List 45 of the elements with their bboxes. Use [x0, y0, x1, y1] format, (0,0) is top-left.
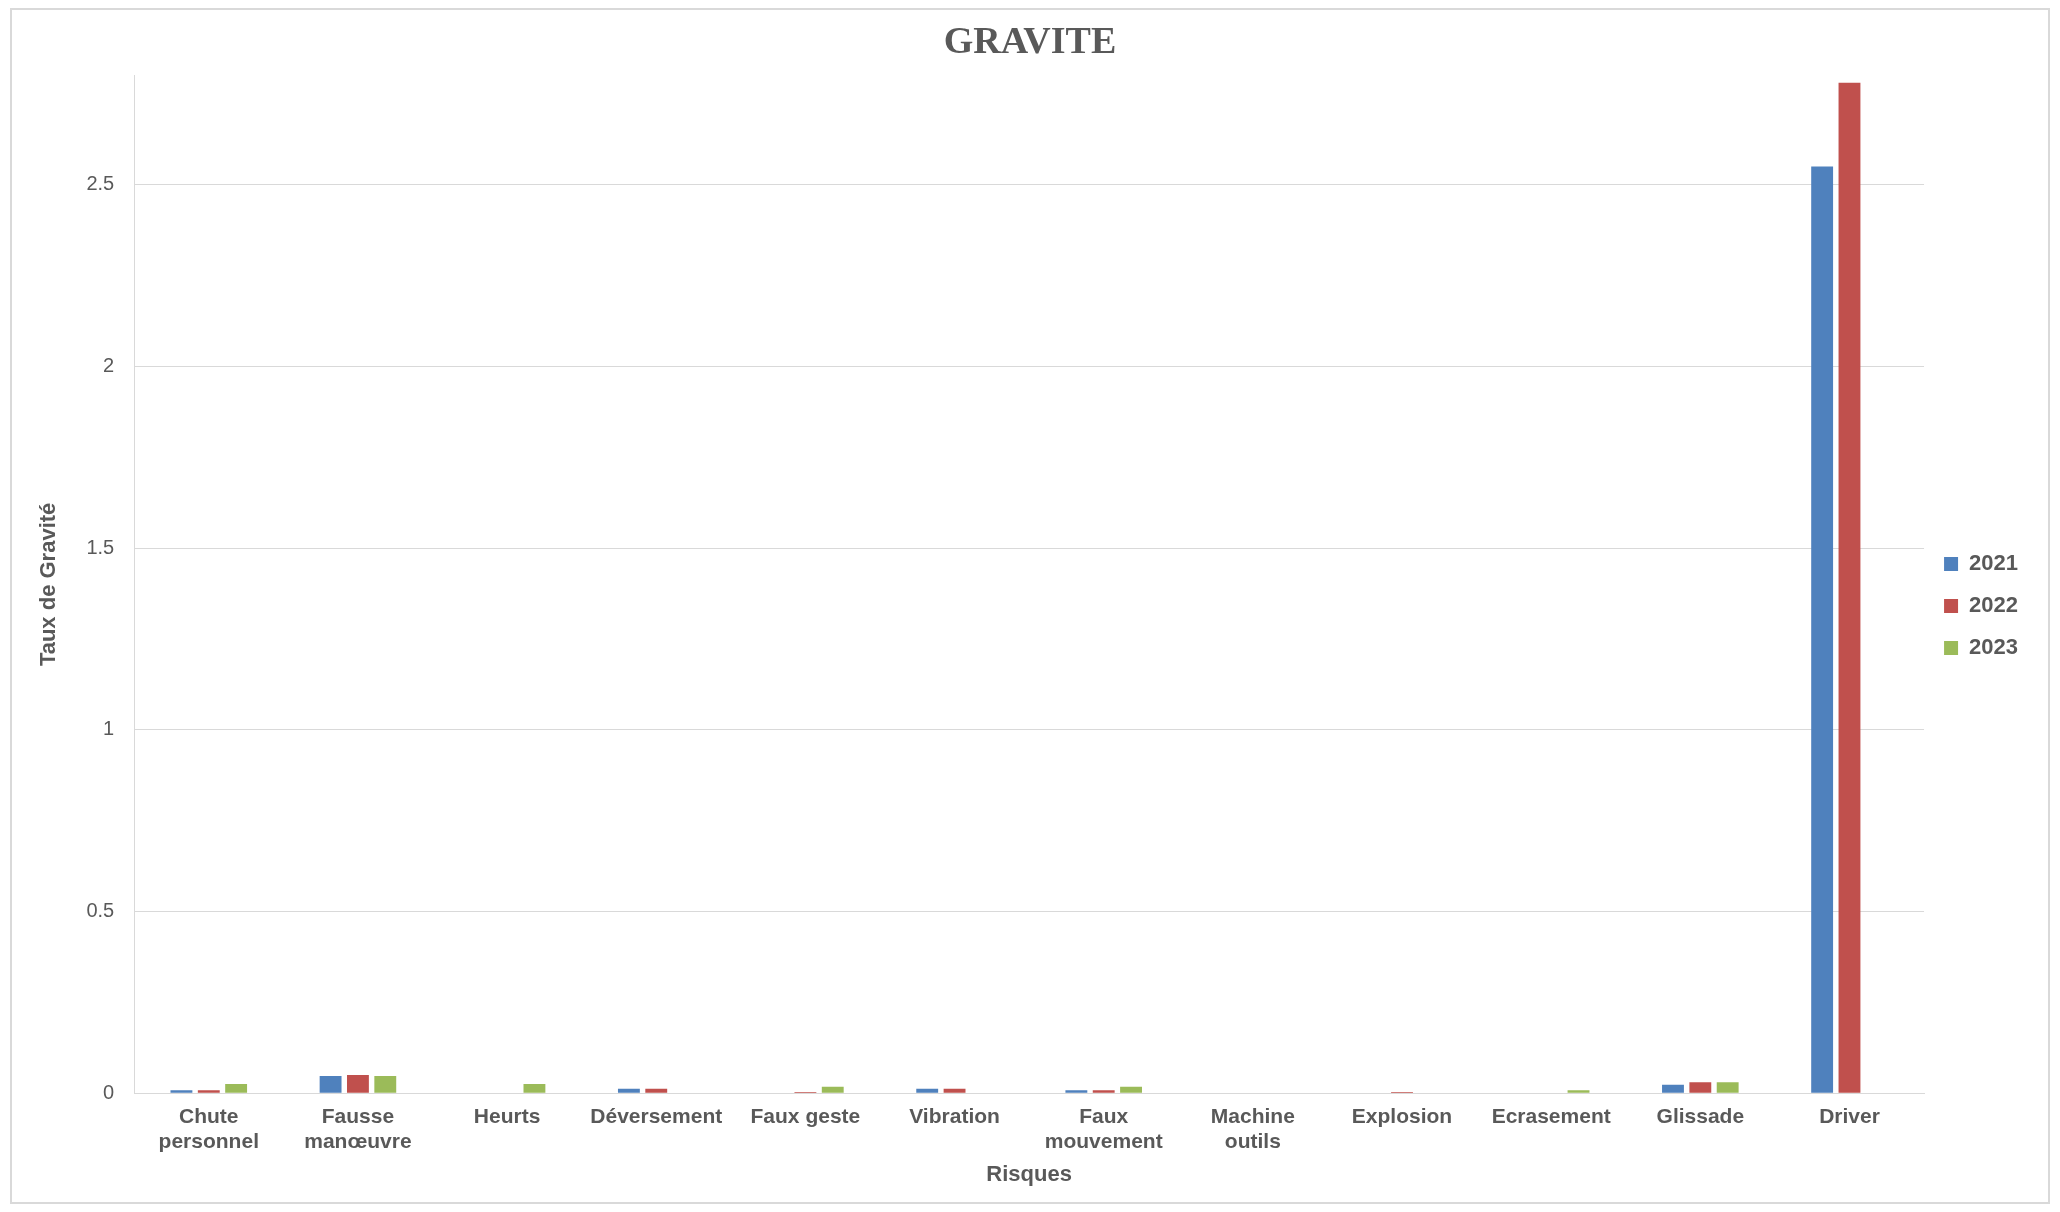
bar: [225, 1084, 248, 1093]
x-tick-label: Driver: [1819, 1103, 1880, 1127]
y-tick-label: 1: [103, 717, 115, 740]
x-tick-label: Déversement: [590, 1103, 723, 1127]
bar: [319, 1076, 342, 1093]
bar: [1716, 1082, 1739, 1093]
y-tick-label: 2: [103, 353, 115, 376]
bar: [617, 1088, 640, 1093]
bar: [821, 1086, 844, 1093]
x-tick-label: Fausse manœuvre: [304, 1103, 412, 1152]
bar: [1567, 1090, 1590, 1093]
y-axis-title: Taux de Gravité: [35, 502, 61, 667]
legend-label: 2023: [1969, 634, 2019, 660]
bar: [197, 1090, 220, 1093]
bar: [645, 1088, 668, 1093]
bar: [170, 1090, 193, 1093]
x-tick-label: Ecrasement: [1491, 1103, 1611, 1127]
x-axis-title: Risques: [986, 1160, 1072, 1186]
bar: [523, 1084, 546, 1093]
bar: [943, 1088, 966, 1093]
x-tick-label: Chute personnel: [158, 1103, 259, 1152]
x-tick-label: Glissade: [1656, 1103, 1745, 1127]
bar: [1092, 1090, 1115, 1093]
bar: [374, 1076, 397, 1093]
bar: [1120, 1086, 1142, 1093]
bar: [1689, 1082, 1712, 1093]
bar: [916, 1088, 939, 1093]
bar: [1811, 166, 1834, 1093]
y-tick-label: 0: [103, 1080, 115, 1103]
x-tick-label: Heurts: [473, 1103, 541, 1127]
x-tick-label: Machine outils: [1210, 1103, 1295, 1152]
bar: [1662, 1084, 1684, 1093]
legend-label: 2021: [1969, 550, 2019, 576]
y-tick-label: 1.5: [86, 535, 115, 558]
x-tick-label: Faux geste: [750, 1103, 861, 1127]
y-tick-label: 0.5: [86, 899, 115, 921]
chart-title: GRAVITE: [943, 18, 1117, 61]
legend-label: 2022: [1969, 592, 2019, 618]
bar: [347, 1075, 369, 1093]
x-tick-label: Faux mouvement: [1044, 1103, 1163, 1152]
y-tick-label: 2.5: [86, 172, 115, 195]
x-tick-label: Vibration: [909, 1103, 1000, 1127]
bar: [1838, 82, 1861, 1093]
x-tick-label: Explosion: [1351, 1103, 1453, 1127]
bar: [1065, 1090, 1088, 1093]
